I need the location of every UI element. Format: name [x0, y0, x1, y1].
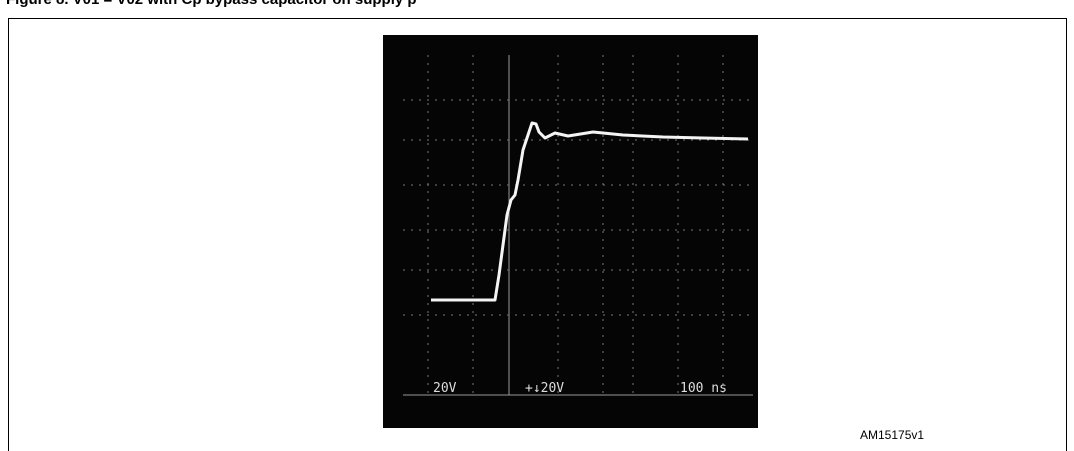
figure-id: AM15175v1	[860, 428, 925, 442]
waveform	[431, 121, 749, 302]
figure-frame	[8, 18, 1067, 451]
screen-background	[383, 35, 758, 428]
oscilloscope-screen: 20V +↓20V 100 ns	[383, 35, 758, 428]
scope-label: 100 ns	[680, 381, 727, 396]
scope-label: +↓20V	[525, 381, 564, 396]
scope-label: 20V	[433, 381, 457, 396]
figure-title: Figure 8. V01 = V02 with Cp bypass capac…	[6, 0, 417, 8]
scope-grid	[403, 55, 753, 396]
